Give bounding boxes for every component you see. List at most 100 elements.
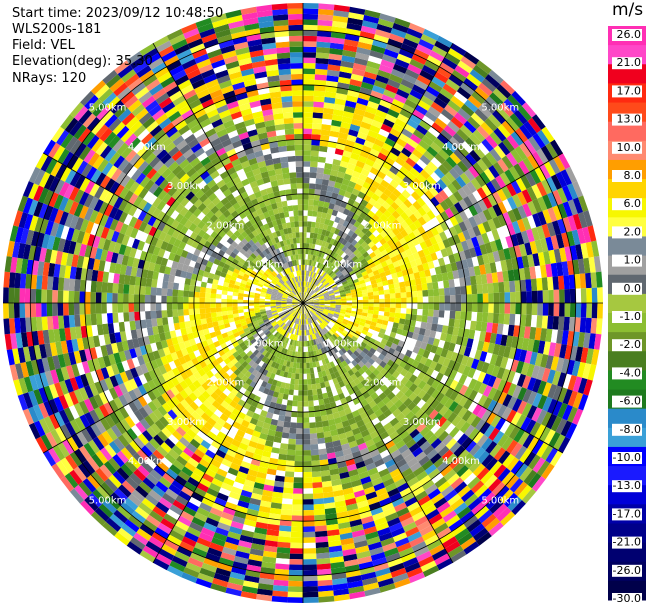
velocity-cell: [232, 481, 244, 490]
velocity-cell: [303, 510, 315, 516]
velocity-cell: [296, 417, 303, 423]
velocity-cell: [483, 424, 496, 438]
velocity-cell: [558, 316, 565, 331]
velocity-cell: [353, 319, 361, 325]
velocity-cell: [371, 334, 378, 341]
velocity-cell: [367, 425, 377, 435]
velocity-cell: [240, 529, 255, 538]
velocity-cell: [315, 349, 320, 356]
velocity-cell: [366, 331, 373, 338]
velocity-cell: [327, 314, 333, 318]
velocity-cell: [333, 339, 340, 346]
velocity-cell: [341, 303, 347, 306]
velocity-cell: [346, 307, 352, 311]
velocity-cell: [354, 363, 362, 371]
velocity-cell: [237, 411, 246, 420]
velocity-cell: [254, 364, 262, 372]
velocity-cell: [324, 305, 331, 308]
velocity-cell: [389, 492, 403, 503]
velocity-cell: [308, 304, 314, 307]
velocity-cell: [260, 427, 270, 435]
velocity-cell: [339, 341, 346, 348]
velocity-cell: [291, 322, 296, 329]
velocity-cell: [370, 321, 377, 327]
velocity-cell: [303, 341, 306, 347]
velocity-cell: [338, 349, 345, 356]
velocity-cell: [362, 577, 378, 586]
velocity-cell: [543, 429, 556, 445]
velocity-cell: [238, 357, 246, 365]
velocity-cell: [338, 326, 345, 332]
velocity-cell: [502, 381, 512, 394]
velocity-cell: [232, 395, 241, 404]
velocity-cell: [379, 497, 392, 507]
velocity-cell: [399, 416, 409, 426]
velocity-cell: [156, 280, 163, 289]
velocity-cell: [405, 349, 413, 358]
velocity-cell: [402, 557, 419, 568]
velocity-cell: [565, 422, 578, 440]
velocity-cell: [303, 515, 315, 522]
velocity-cell: [207, 512, 221, 522]
velocity-cell: [359, 510, 373, 519]
velocity-cell: [35, 289, 42, 303]
velocity-cell: [345, 430, 354, 438]
velocity-cell: [375, 567, 391, 577]
velocity-cell: [309, 367, 315, 374]
velocity-cell: [292, 362, 297, 369]
velocity-cell: [303, 226, 307, 233]
velocity-cell: [172, 303, 178, 310]
velocity-cell: [532, 392, 543, 408]
velocity-cell: [238, 494, 251, 504]
velocity-cell: [145, 311, 152, 320]
velocity-cell: [579, 317, 587, 333]
velocity-cell: [294, 133, 303, 140]
velocity-cell: [287, 338, 292, 345]
velocity-cell: [293, 384, 299, 391]
velocity-cell: [244, 370, 252, 378]
velocity-cell: [430, 423, 441, 435]
velocity-cell: [415, 340, 423, 348]
velocity-cell: [411, 332, 419, 341]
velocity-cell: [161, 303, 167, 311]
velocity-cell: [357, 406, 366, 415]
velocity-cell: [215, 396, 224, 405]
velocity-cell: [527, 391, 538, 406]
velocity-cell: [409, 351, 418, 360]
velocity-cell: [291, 310, 296, 316]
velocity-cell: [559, 303, 565, 317]
velocity-cell: [189, 552, 206, 563]
velocity-cell: [460, 536, 477, 550]
velocity-cell: [259, 347, 266, 354]
velocity-cell: [409, 338, 418, 346]
velocity-cell: [303, 303, 309, 304]
velocity-cell: [363, 457, 374, 466]
velocity-cell: [383, 507, 397, 517]
velocity-cell: [436, 527, 452, 540]
velocity-cell: [256, 471, 267, 480]
velocity-cell: [473, 447, 486, 460]
velocity-cell: [556, 329, 564, 344]
velocity-cell: [311, 334, 315, 340]
velocity-cell: [252, 349, 260, 356]
velocity-cell: [262, 343, 269, 350]
velocity-cell: [222, 421, 233, 431]
velocity-cell: [330, 384, 337, 392]
velocity-cell: [320, 315, 326, 321]
velocity-cell: [275, 425, 284, 433]
velocity-cell: [308, 303, 314, 306]
velocity-cell: [433, 522, 449, 535]
velocity-cell: [323, 496, 335, 504]
velocity-cell: [429, 543, 445, 556]
velocity-cell: [257, 511, 270, 519]
velocity-cell: [343, 425, 352, 433]
velocity-cell: [404, 319, 411, 326]
velocity-cell: [325, 316, 332, 321]
velocity-cell: [263, 484, 274, 492]
velocity-cell: [433, 303, 440, 311]
velocity-cell: [303, 308, 306, 314]
velocity-cell: [8, 287, 15, 303]
velocity-cell: [114, 531, 130, 546]
velocity-cell: [531, 303, 538, 316]
velocity-cell: [308, 335, 311, 341]
